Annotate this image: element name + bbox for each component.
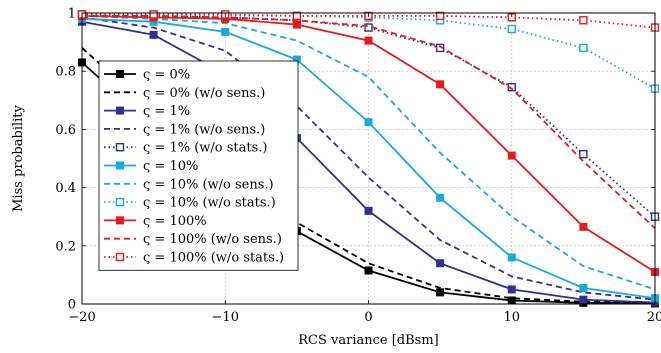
legend-label: ς = 10% (w/o sens.) xyxy=(143,177,274,192)
data-point xyxy=(507,24,516,34)
legend-marker xyxy=(116,161,124,170)
legend-label: ς = 100% (w/o stats.) xyxy=(143,251,284,266)
data-point xyxy=(507,285,516,294)
x-axis-title: RCS variance [dBsm] xyxy=(298,333,439,348)
data-point xyxy=(579,43,588,53)
legend-marker xyxy=(115,252,125,262)
legend-item: ς = 100% (w/o sens.) xyxy=(104,232,282,247)
data-point xyxy=(436,193,445,202)
series-9 xyxy=(82,14,656,229)
data-point xyxy=(436,259,445,268)
data-point xyxy=(579,149,588,159)
legend-label: ς = 0% xyxy=(143,68,190,83)
data-point xyxy=(436,80,445,89)
data-point xyxy=(579,295,588,304)
legend-marker xyxy=(116,216,124,225)
y-axis-title: Miss probability xyxy=(11,104,26,211)
data-point xyxy=(435,11,445,21)
legend-item: ς = 100% (w/o stats.) xyxy=(104,251,284,266)
legend-item: ς = 10% (w/o sens.) xyxy=(104,177,274,192)
y-tick-label: 0 xyxy=(68,298,76,313)
legend-label: ς = 1% (w/o sens.) xyxy=(143,122,265,137)
tick-layer: −20 −10 0 10 20 0 0.2 0.4 0.6 0.8 1 xyxy=(55,7,661,326)
y-tick-label: 0.4 xyxy=(55,181,76,196)
series-1 xyxy=(81,47,656,304)
x-tick-label: −10 xyxy=(212,310,239,325)
series-3 xyxy=(81,16,656,301)
series-layer xyxy=(77,10,660,308)
legend-label: ς = 0% (w/o sens.) xyxy=(143,86,265,101)
data-point xyxy=(364,206,373,215)
legend-item: ς = 10% (w/o stats.) xyxy=(104,196,276,211)
data-point xyxy=(579,283,588,292)
data-point xyxy=(149,10,158,19)
legend-marker xyxy=(116,106,124,115)
data-point xyxy=(507,151,516,160)
legend-item: ς = 0% xyxy=(104,68,190,83)
series-line xyxy=(81,47,656,304)
series-line xyxy=(82,14,656,229)
data-point xyxy=(364,36,373,45)
legend-label: ς = 100% xyxy=(143,214,207,229)
series-line xyxy=(81,16,656,301)
x-tick-label: 0 xyxy=(364,310,372,325)
series-line xyxy=(81,15,656,291)
legend-marker xyxy=(116,70,124,78)
legend-label: ς = 1% xyxy=(143,104,190,119)
series-6 xyxy=(81,15,656,291)
legend-item: ς = 0% (w/o sens.) xyxy=(104,86,265,101)
legend-marker xyxy=(115,142,125,152)
x-tick-label: 10 xyxy=(503,310,520,325)
x-tick-label: 20 xyxy=(647,310,661,325)
legend-label: ς = 100% (w/o sens.) xyxy=(143,232,282,247)
data-point xyxy=(221,27,230,36)
data-point xyxy=(292,11,302,21)
x-tick-label: −20 xyxy=(68,310,95,325)
data-point xyxy=(507,253,516,262)
data-point xyxy=(364,118,373,127)
legend-item: ς = 1% xyxy=(104,104,190,119)
legend-item: ς = 1% (w/o stats.) xyxy=(104,141,267,156)
y-tick-label: 0.8 xyxy=(55,65,76,80)
series-line xyxy=(82,13,656,29)
legend: ς = 0% ς = 0% (w/o sens.) ς = 1% ς = 1% (w/… xyxy=(98,60,299,271)
legend-label: ς = 10% xyxy=(143,159,198,174)
data-point xyxy=(364,266,373,275)
y-tick-label: 0.6 xyxy=(55,123,76,138)
data-point xyxy=(579,16,588,25)
legend-item: ς = 1% (w/o sens.) xyxy=(104,122,265,137)
legend-item: ς = 100% xyxy=(104,214,207,229)
data-point xyxy=(436,288,445,297)
data-point xyxy=(149,30,158,39)
y-tick-label: 1 xyxy=(68,7,76,22)
legend-item: ς = 10% xyxy=(104,159,198,174)
data-point xyxy=(292,20,301,29)
legend-label: ς = 10% (w/o stats.) xyxy=(143,196,276,211)
legend-marker xyxy=(115,197,125,207)
y-tick-label: 0.2 xyxy=(55,239,76,254)
data-point xyxy=(579,222,588,231)
legend-label: ς = 1% (w/o stats.) xyxy=(143,141,267,156)
